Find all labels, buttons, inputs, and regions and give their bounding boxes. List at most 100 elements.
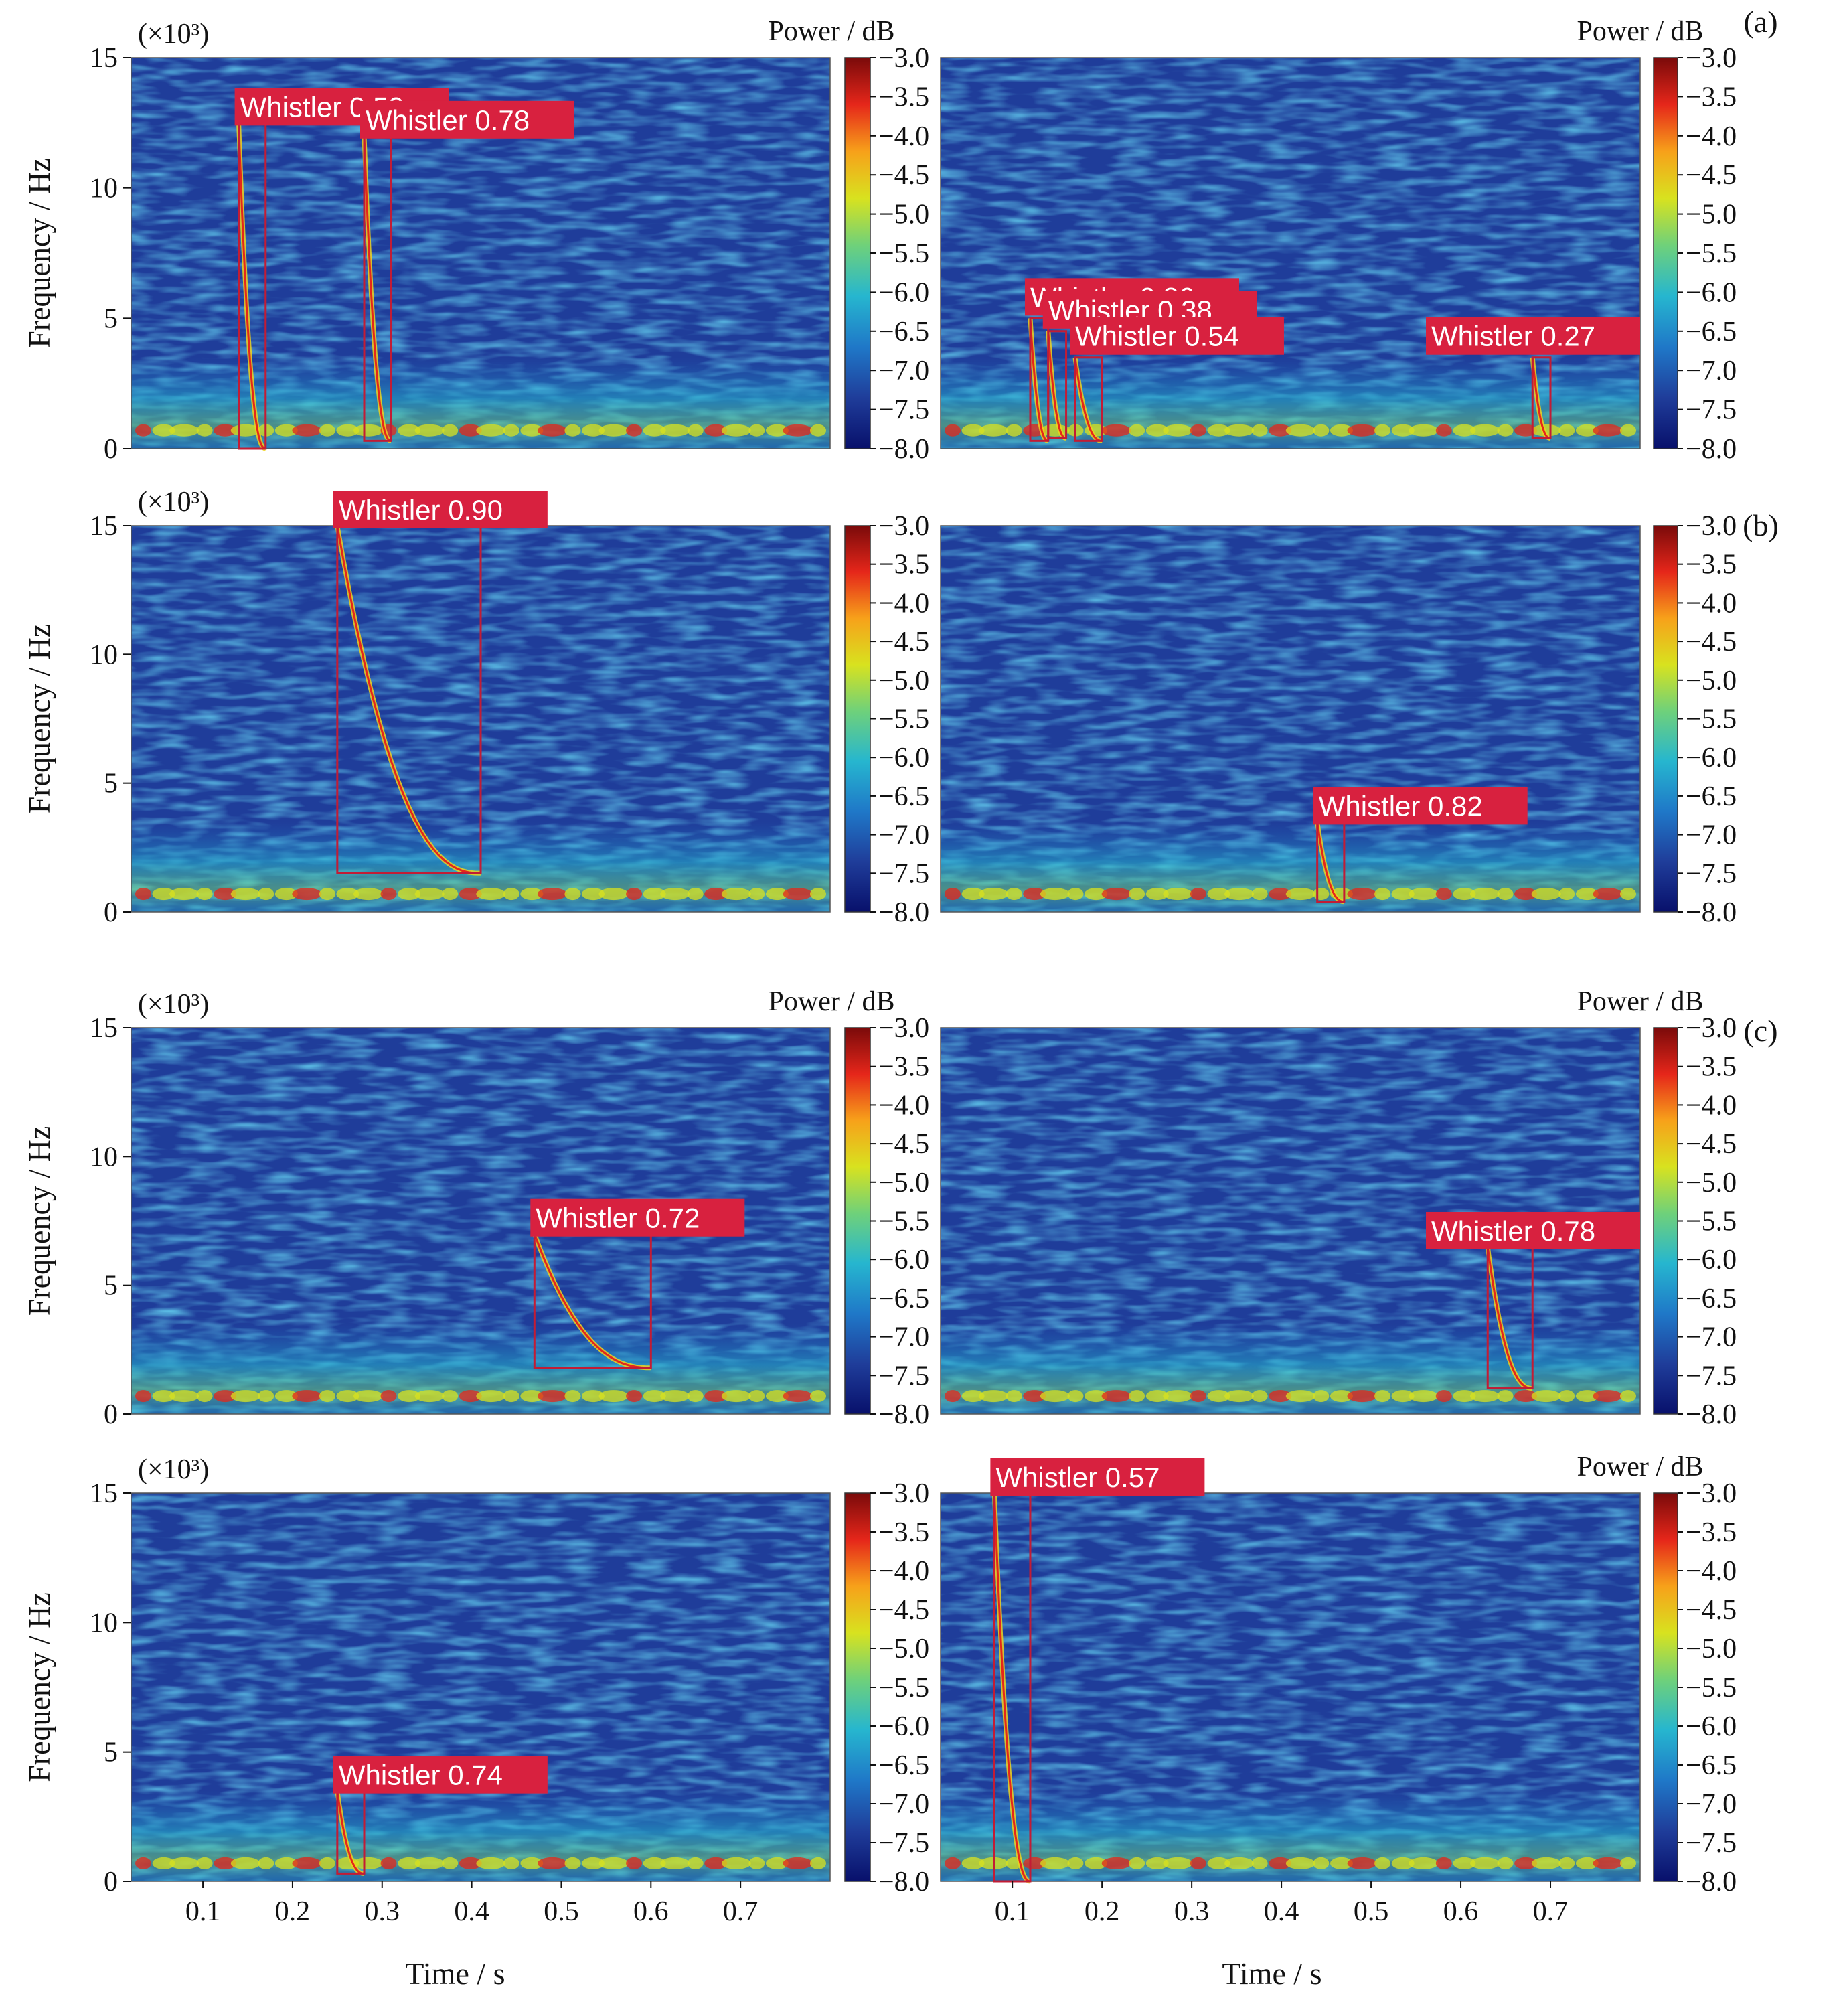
spectral-line-blob [598,888,629,901]
colorbar-tick-label: −8.0 [878,897,929,928]
spectrogram-panel-b-right: Whistler 0.82 −3.0 −3.5 −4.0 −4.5 −5.0 −5.5 −6.… [940,511,1737,928]
spectral-line-blob [748,424,765,437]
spectral-line-blob [1374,1390,1391,1403]
colorbar-tick-label: −3.5 [1686,1052,1737,1083]
colorbar-tick-label: −7.5 [1686,395,1737,426]
spectral-line-blob [1006,888,1022,901]
colorbar [844,57,871,449]
colorbar-tick-label: −3.0 [878,43,929,74]
spectral-line-blob [476,1857,506,1869]
spectral-line-blob [626,1857,643,1869]
y-tick-label: 0 [104,1399,118,1430]
spectral-line-blob [598,1857,629,1869]
spectral-line-blob [564,424,581,437]
spectral-line-blob [643,1390,666,1403]
spectral-line-blob [442,1857,459,1869]
spectral-line-blob [660,1857,690,1869]
spectral-line-blob [319,1857,335,1869]
spectral-line-blob [1593,888,1623,901]
spectral-line-blob [1593,1857,1623,1869]
colorbar-tick-label: −5.5 [1686,1207,1737,1237]
colorbar-tick-label: −7.5 [878,395,929,426]
colorbar-title: Power / dB [769,986,895,1017]
spectral-line-blob [643,888,666,901]
colorbar [844,525,871,913]
spectral-line-blob [319,1390,335,1403]
spectral-line-blob [1207,1390,1230,1403]
colorbar-tick-label: −3.0 [1686,511,1737,542]
spectral-line-blob [1391,1390,1415,1403]
spectral-line-blob [336,888,359,901]
spectral-line-blob [537,1857,567,1869]
x-tick-label: 0.6 [633,1896,669,1927]
y-tick-label: 10 [90,1142,118,1172]
spectral-line-blob [704,1390,728,1403]
colorbar-tick-label: −5.5 [878,238,929,269]
y-tick-label: 5 [104,1271,118,1302]
spectral-line-blob [564,1857,581,1869]
colorbar-tick-label: −4.0 [1686,588,1737,619]
colorbar-tick-label: −6.5 [1686,781,1737,812]
spectral-line-blob [961,1390,985,1403]
colorbar-tick-label: −8.0 [1686,434,1737,465]
spectral-line-blob [1067,1857,1084,1869]
detection-label-bg [530,1198,745,1237]
x-tick-label: 0.4 [454,1896,489,1927]
colorbar [1653,1492,1678,1882]
spectral-line-blob [152,1857,175,1869]
colorbar-tick-label: −6.0 [1686,1245,1737,1275]
colorbar-tick-label: −4.0 [1686,1090,1737,1121]
spectral-line-blob [319,424,335,437]
colorbar-tick-label: −3.5 [1686,550,1737,580]
spectral-line-blob [1040,888,1070,901]
spectral-line-blob [687,888,704,901]
spectral-line-blob [414,424,445,437]
colorbar-tick-label: −5.0 [1686,1634,1737,1664]
spectral-line-blob [230,1857,260,1869]
spectral-line-blob [582,1390,605,1403]
spectral-line-blob [1101,888,1131,901]
spectral-line-blob [1163,1390,1193,1403]
whistler-trace-core [993,1492,1031,1883]
spectral-line-blob [537,1390,567,1403]
spectral-line-blob [598,1390,629,1403]
spectral-line-blob [1190,1857,1206,1869]
spectral-line-blob [230,1390,260,1403]
detection-label: Whistler 0.54 [1075,321,1239,352]
x-tick-label: 0.1 [995,1896,1030,1927]
spectral-line-blob [582,424,605,437]
spectral-line-blob [1190,424,1206,437]
spectral-line-blob [1163,1857,1193,1869]
spectral-line-blob [783,1390,813,1403]
spectral-line-blob [1285,1857,1315,1869]
spectral-line-blob [1531,888,1561,901]
y-tick-label: 0 [104,897,118,928]
colorbar-tick-label: −7.5 [1686,858,1737,889]
spectrogram-panel-c-left: Whistler 0.72 0 5 10 15 (×10³) Frequency / Hz −… [22,986,929,1430]
colorbar-tick-label: −5.0 [1686,200,1737,230]
colorbar-tick-label: −6.5 [1686,1284,1737,1314]
detection-label: Whistler 0.57 [995,1462,1159,1493]
spectral-line-blob [1023,1390,1046,1403]
plot-frame [940,1492,1641,1882]
y-axis-title: Frequency / Hz [22,1592,56,1782]
spectral-line-blob [537,888,567,901]
x-tick-label: 0.6 [1443,1896,1479,1927]
spectral-line-blob [503,424,519,437]
spectral-line-blob [476,1390,506,1403]
colorbar-tick-label: −5.0 [1686,666,1737,696]
spectral-line-blob [1391,424,1415,437]
spectral-line-blob [1285,424,1315,437]
spectral-line-blob [292,1390,322,1403]
spectral-line-blob [1347,424,1377,437]
spectral-line-blob [765,888,789,901]
detection-label: Whistler 0.72 [536,1203,700,1234]
spectral-line-blob [1435,1857,1452,1869]
spectral-line-blob [1453,1857,1476,1869]
colorbar-tick-label: −6.0 [878,1245,929,1275]
colorbar [844,1027,871,1415]
spectral-line-blob [258,1390,274,1403]
spectral-line-blob [687,1857,704,1869]
spectral-line-blob [520,1390,544,1403]
plot-frame [940,525,1641,913]
